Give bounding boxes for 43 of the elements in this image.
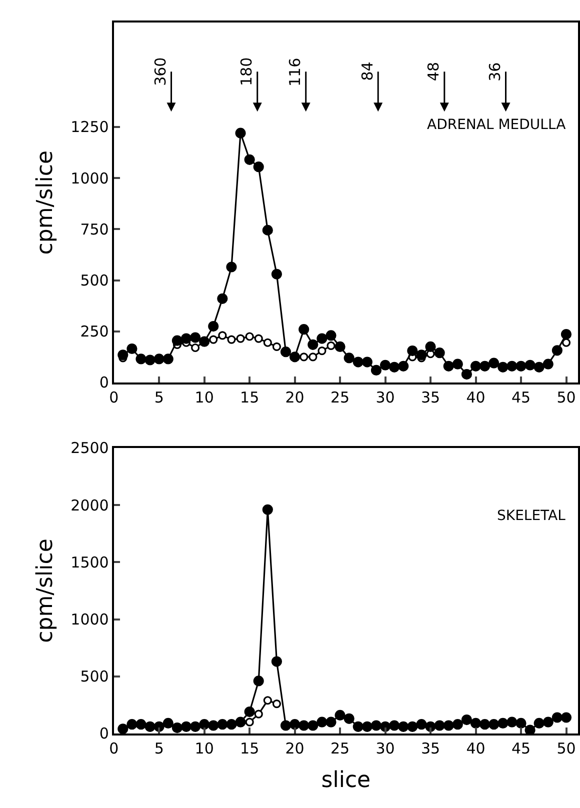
x-axis-title: slice [321, 768, 371, 793]
x-tick-label: 25 [330, 388, 350, 406]
y-tick-label: 2500 [70, 439, 109, 458]
x-tick-label: 25 [330, 739, 350, 758]
x-tick-label: 5 [154, 388, 164, 406]
annotation: 48 [424, 62, 443, 82]
x-tick-label: 35 [420, 388, 440, 406]
x-tick-label: 35 [420, 739, 440, 758]
y-tick-label: 500 [80, 272, 109, 290]
annotation: ADRENAL MEDULLA [427, 117, 566, 133]
y-tick-label: 1500 [70, 553, 109, 572]
annotation: 36 [486, 62, 504, 82]
y-tick-label: 1000 [70, 169, 109, 188]
y-tick-label: 250 [80, 322, 109, 341]
y-tick-label: 2000 [70, 496, 109, 514]
annotation: 116 [286, 58, 304, 87]
y-tick-label: 500 [80, 668, 109, 686]
x-tick-label: 40 [466, 388, 486, 406]
y-tick-label: 0 [99, 724, 109, 743]
x-tick-label: 45 [511, 388, 531, 406]
annotation: SKELETAL [497, 508, 566, 524]
annotation: 84 [358, 62, 376, 81]
x-tick-label: 10 [194, 739, 214, 758]
y-tick-label: 1000 [70, 610, 109, 629]
x-tick-label: 50 [556, 388, 576, 406]
x-tick-label: 40 [466, 739, 486, 758]
annotation: 360 [152, 57, 170, 86]
x-tick-label: 5 [154, 739, 164, 758]
x-tick-label: 15 [240, 388, 260, 406]
annotation: 180 [238, 57, 256, 86]
x-tick-label: 30 [376, 739, 395, 758]
y-axis-title: cpm/slice [32, 150, 58, 255]
x-tick-label: 30 [376, 388, 395, 406]
x-tick-label: 10 [194, 388, 214, 406]
x-tick-label: 15 [240, 739, 260, 758]
y-tick-label: 1250 [70, 118, 109, 136]
y-tick-label: 750 [80, 220, 109, 238]
y-axis-title: cpm/slice [32, 538, 58, 643]
x-tick-label: 20 [285, 739, 304, 758]
x-tick-label: 50 [556, 739, 576, 758]
x-tick-label: 45 [511, 739, 531, 758]
y-tick-label: 0 [99, 374, 109, 392]
x-tick-label: 20 [285, 388, 304, 406]
